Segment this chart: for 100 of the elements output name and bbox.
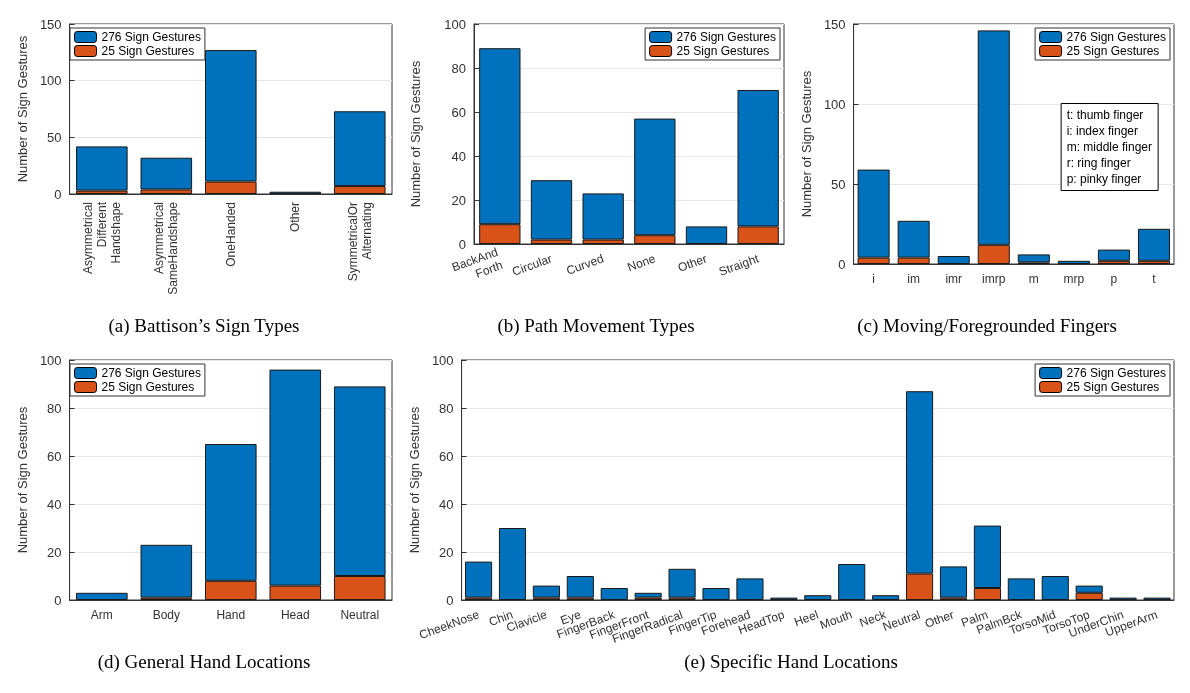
annotation: p: pinky finger [1066, 172, 1142, 186]
legend-label: 276 Sign Gestures [101, 30, 201, 44]
y-tick-label: 0 [838, 256, 846, 272]
bar [1007, 578, 1035, 600]
legend-label: 25 Sign Gestures [101, 44, 195, 58]
y-tick-label: 150 [823, 16, 846, 32]
text: (e) Specific Hand Locations [684, 651, 898, 673]
bar [1097, 249, 1130, 261]
bar [498, 528, 527, 600]
y-tick-label: 80 [47, 400, 62, 416]
y-tick-label: 100 [823, 96, 846, 112]
bar [668, 568, 696, 598]
bar [939, 566, 968, 598]
x-tick-label: SymmetricalOr Alternating [345, 202, 374, 282]
y-axis-title: Number of Sign Gestures [407, 406, 422, 554]
bar [685, 226, 728, 244]
x-tick-label: Asymmetrical SameHandshape [152, 201, 181, 295]
y-tick-label: 50 [47, 129, 62, 145]
bar [600, 588, 628, 600]
x-tick-label: OneHanded [223, 202, 238, 267]
y-tick-label: 60 [47, 448, 62, 464]
y-tick-label: 100 [431, 352, 454, 368]
x-tick-label: mrp [1063, 272, 1085, 286]
legend-label: 25 Sign Gestures [101, 380, 195, 394]
y-tick-label: 20 [451, 192, 466, 208]
text: (d) General Hand Locations [97, 651, 311, 673]
bar [804, 595, 832, 600]
x-tick-label: Other [675, 251, 709, 275]
y-tick-label: 0 [446, 592, 454, 608]
bar [140, 157, 193, 190]
y-tick-label: 0 [54, 186, 62, 202]
y-tick-label: 0 [54, 592, 62, 608]
x-tick-label: Other [288, 202, 303, 233]
x-tick-label: Body [152, 608, 180, 622]
x-tick-label: Straight [716, 251, 762, 279]
legend-label: 276 Sign Gestures [676, 30, 777, 44]
x-tick-label: Head [280, 608, 310, 622]
x-tick-label: Curved [564, 251, 606, 278]
x-tick-label: m [1028, 272, 1039, 286]
x-tick-label: i [872, 272, 875, 286]
y-tick-label: 60 [451, 104, 466, 120]
bar [838, 564, 866, 600]
bar [532, 585, 560, 598]
legend-label: 276 Sign Gestures [1066, 366, 1167, 380]
y-axis-title: Number of Sign Gestures [15, 406, 30, 554]
x-tick-label: Arm [90, 608, 113, 622]
x-tick-label: None [625, 251, 658, 275]
y-tick-label: 40 [47, 496, 62, 512]
bar [566, 576, 594, 598]
x-tick-label: im [907, 272, 920, 286]
legend-label: 276 Sign Gestures [101, 366, 201, 380]
annotation: t: thumb finger [1066, 108, 1144, 122]
x-tick-label: p [1110, 272, 1118, 286]
bar [702, 588, 730, 600]
y-tick-label: 60 [439, 448, 454, 464]
y-tick-label: 80 [439, 400, 454, 416]
y-tick-label: 80 [451, 60, 466, 76]
y-tick-label: 40 [451, 148, 466, 164]
bar [76, 146, 128, 191]
x-tick-label: Hand [216, 608, 246, 622]
y-axis-title: Number of Sign Gestures [799, 70, 814, 218]
y-tick-label: 50 [831, 176, 846, 192]
y-tick-label: 100 [444, 16, 466, 32]
legend-label: 25 Sign Gestures [676, 44, 770, 58]
x-tick-label: imrp [982, 272, 1006, 286]
text: (a) Battison’s Sign Types [108, 315, 300, 337]
x-tick-label: Asymmetrical Different Handshape [80, 201, 123, 275]
bar [937, 256, 970, 264]
legend-label: 25 Sign Gestures [1066, 380, 1160, 394]
y-tick-label: 150 [39, 16, 62, 32]
y-tick-label: 100 [39, 73, 62, 89]
bar [1057, 260, 1090, 264]
annotation: r: ring finger [1066, 156, 1131, 170]
annotation: i: index finger [1066, 124, 1139, 138]
y-tick-label: 40 [439, 496, 454, 512]
bar [140, 544, 193, 598]
text: (b) Path Movement Types [497, 315, 695, 337]
bar [1137, 228, 1170, 261]
bar [736, 578, 764, 600]
x-tick-label: Neutral [340, 608, 380, 622]
x-tick-label: Other [922, 607, 956, 631]
y-tick-label: 20 [439, 544, 454, 560]
bar [1017, 254, 1050, 263]
bar [582, 193, 624, 240]
bar [1041, 576, 1069, 600]
y-tick-label: 0 [458, 236, 466, 252]
y-axis-title: Number of Sign Gestures [15, 35, 30, 183]
bar [464, 561, 493, 598]
x-tick-label: Heel [792, 607, 821, 630]
x-tick-label: Circular [510, 251, 554, 279]
x-tick-label: imr [945, 272, 963, 286]
y-axis-title: Number of Sign Gestures [408, 60, 423, 208]
legend-label: 25 Sign Gestures [1066, 44, 1160, 58]
legend-label: 276 Sign Gestures [1066, 30, 1167, 44]
bar [76, 592, 128, 600]
y-tick-label: 100 [39, 352, 62, 368]
bar [634, 592, 662, 598]
text: (c) Moving/Foregrounded Fingers [857, 315, 1117, 337]
bar [872, 595, 900, 600]
annotation: m: middle finger [1066, 140, 1153, 154]
